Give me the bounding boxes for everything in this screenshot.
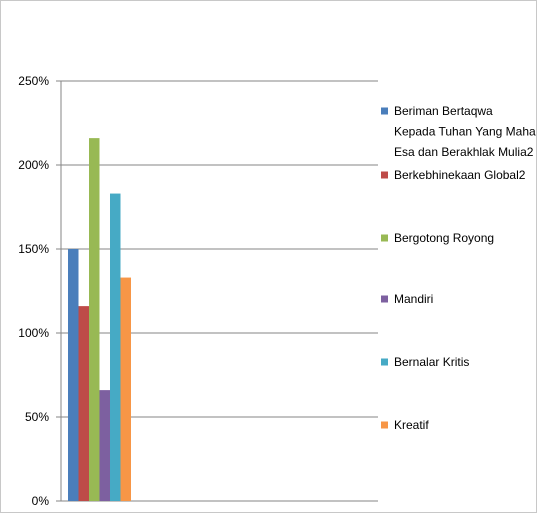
legend-label-1: Beriman Bertaqwa bbox=[394, 104, 493, 118]
y-tick-labels: 0% 50% 100% 150% 200% 250% bbox=[18, 74, 49, 508]
legend-label-1: Kepada Tuhan Yang Maha bbox=[394, 125, 536, 139]
legend-label-4: Mandiri bbox=[394, 292, 433, 306]
bar-3 bbox=[89, 138, 100, 501]
legend-marker-3 bbox=[381, 234, 388, 242]
legend-marker-2 bbox=[381, 171, 388, 179]
legend-label-5: Bernalar Kritis bbox=[394, 355, 469, 369]
y-tick-label: 250% bbox=[18, 74, 49, 88]
bar-5 bbox=[110, 193, 121, 501]
legend-marker-4 bbox=[381, 295, 388, 303]
bar-4 bbox=[99, 390, 110, 501]
y-tick-label: 50% bbox=[25, 410, 49, 424]
legend-marker-1 bbox=[381, 107, 388, 115]
legend: Beriman Bertaqwa Kepada Tuhan Yang Maha Es… bbox=[381, 104, 536, 432]
grid-lines bbox=[61, 80, 378, 418]
y-tick-label: 150% bbox=[18, 242, 49, 256]
legend-marker-5 bbox=[381, 358, 388, 366]
bar-1 bbox=[68, 249, 79, 501]
bar-6 bbox=[120, 277, 131, 501]
legend-label-2: Berkebhinekaan Global2 bbox=[394, 168, 526, 182]
bars bbox=[68, 138, 131, 501]
y-tick-label: 200% bbox=[18, 158, 49, 172]
bar-2 bbox=[78, 306, 89, 501]
legend-label-3: Bergotong Royong bbox=[394, 231, 494, 245]
y-tick-label: 100% bbox=[18, 326, 49, 340]
legend-label-1: Esa dan Berakhlak Mulia2 bbox=[394, 145, 534, 159]
legend-marker-6 bbox=[381, 421, 388, 429]
legend-label-6: Kreatif bbox=[394, 418, 429, 432]
y-tick-label: 0% bbox=[32, 494, 50, 508]
